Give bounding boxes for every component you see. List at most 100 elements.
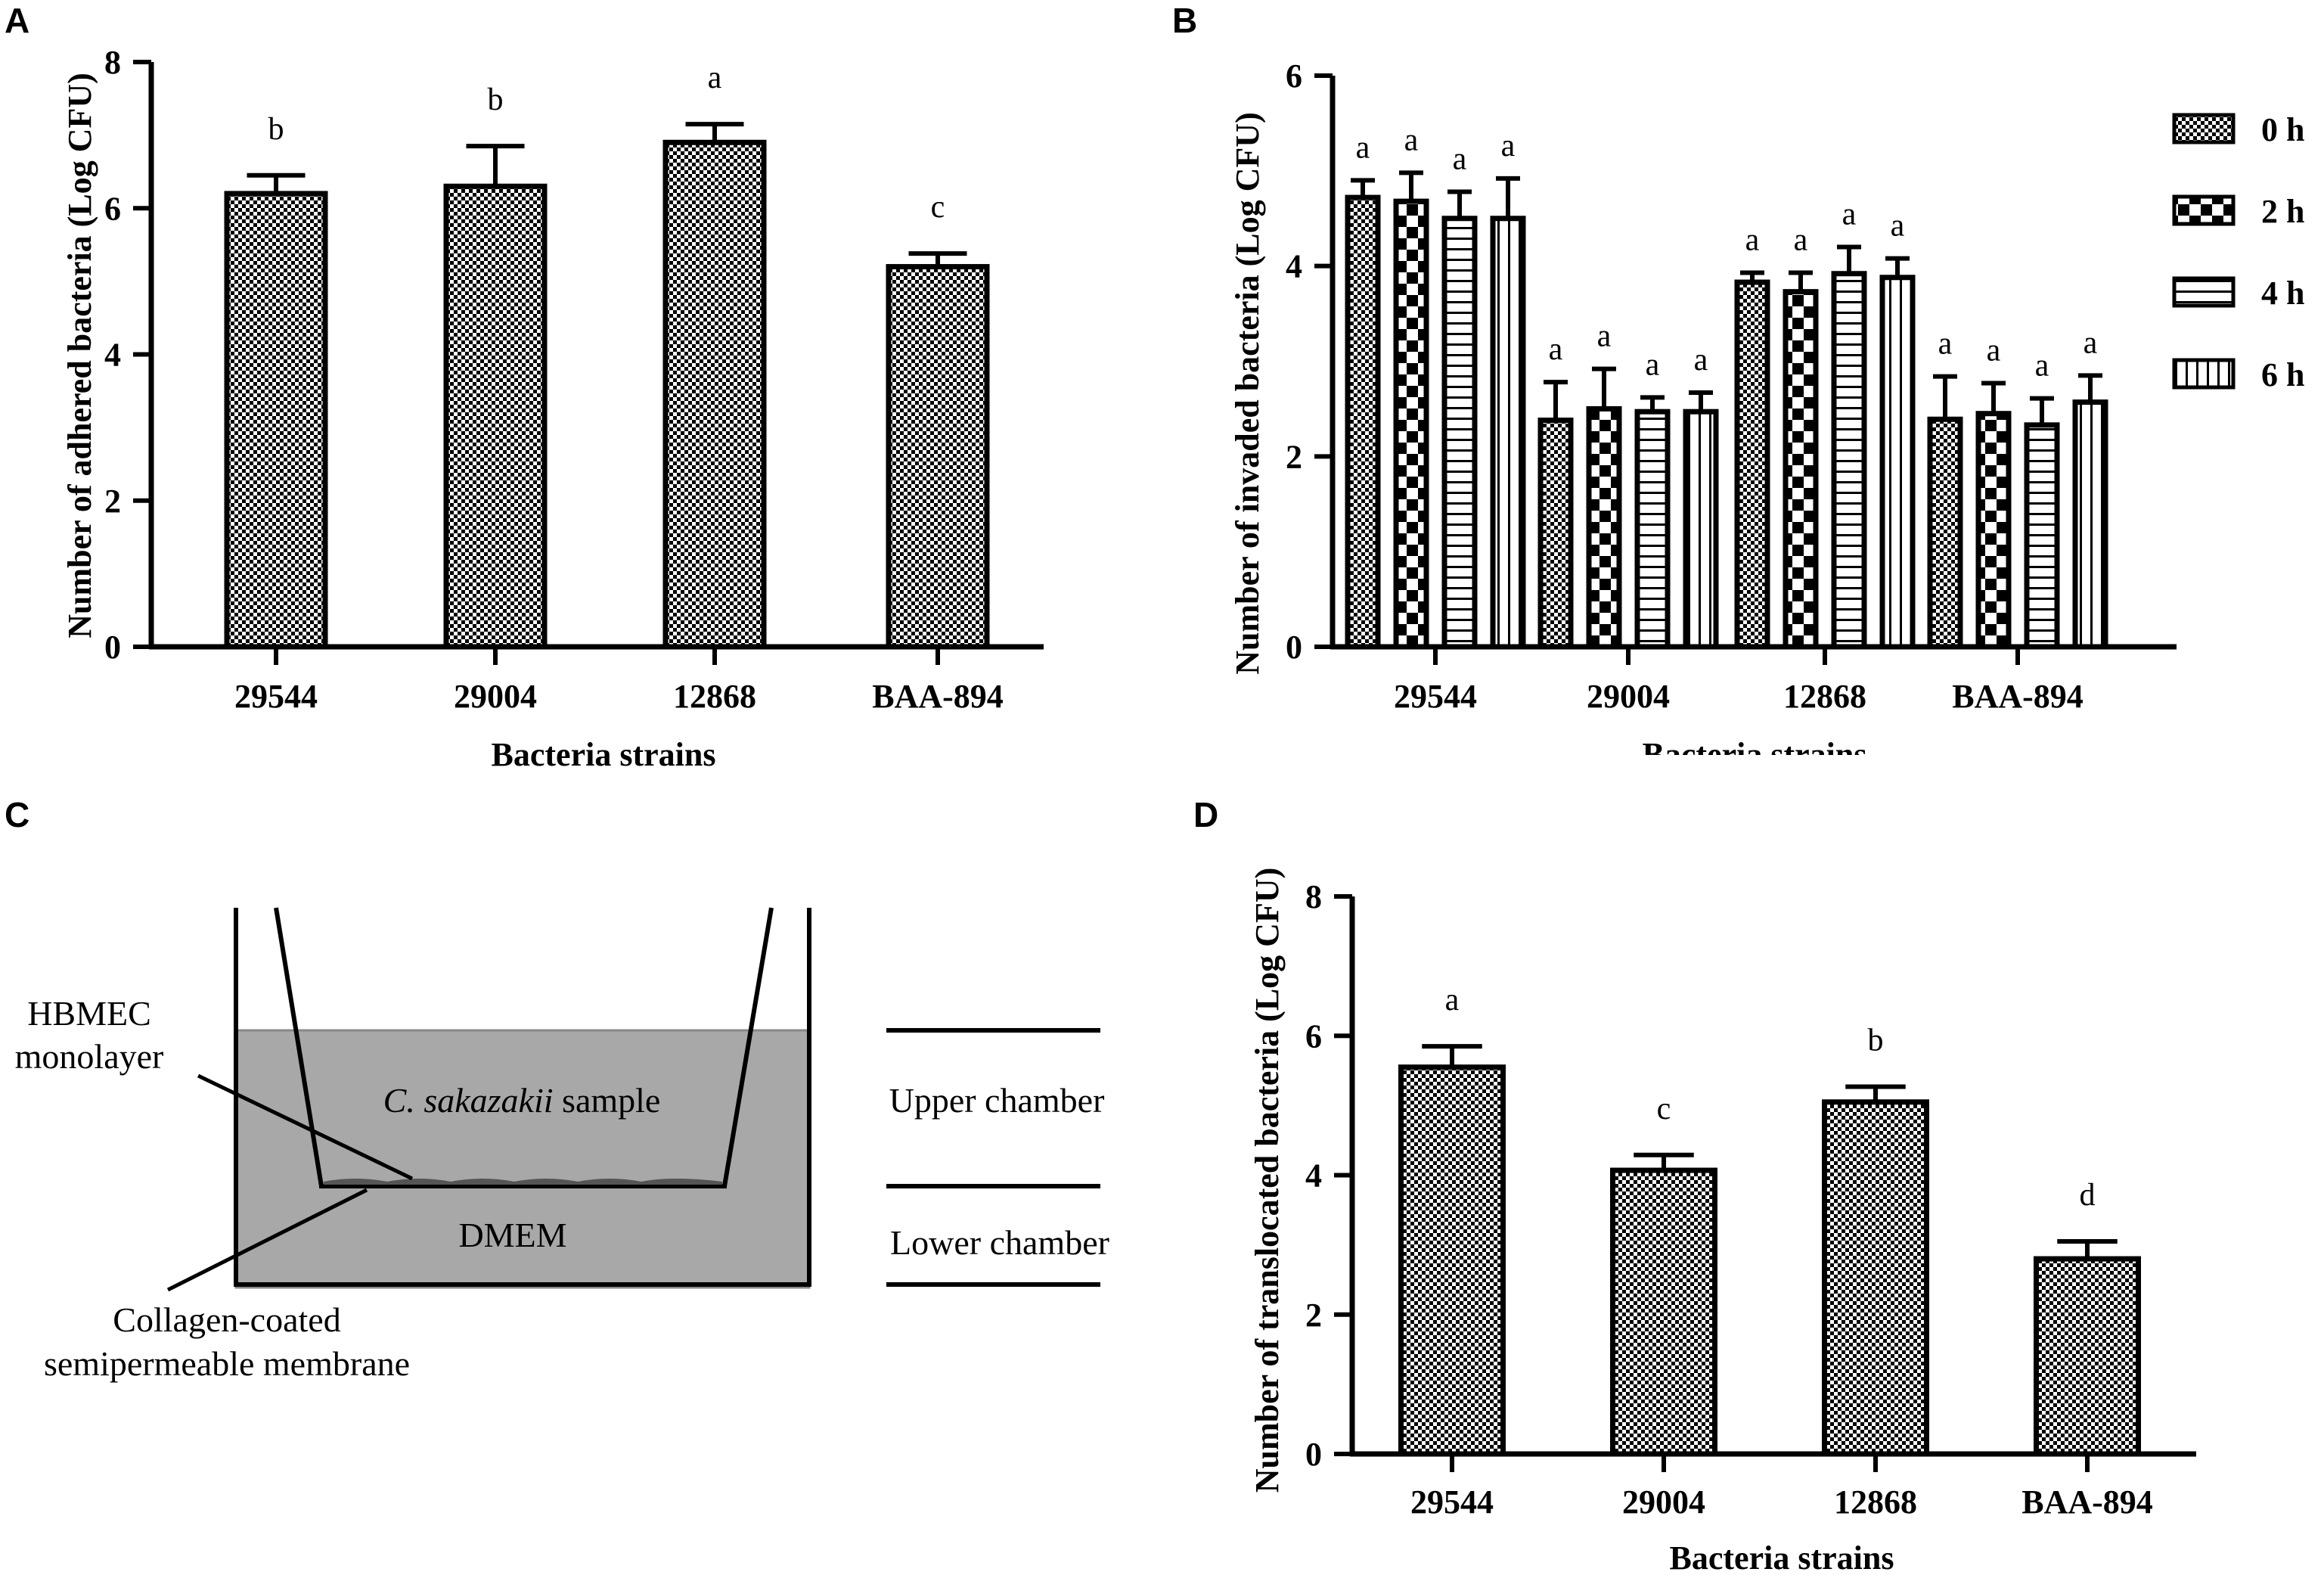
significance-letter: a bbox=[1987, 333, 2001, 368]
insert-right-wall bbox=[722, 907, 774, 1187]
x-category-label: 12868 bbox=[1834, 1483, 1917, 1521]
y-tick-label: 6 bbox=[1286, 57, 1302, 95]
bar bbox=[1822, 1099, 1929, 1457]
y-tick-label: 0 bbox=[1305, 1436, 1322, 1473]
significance-letter: c bbox=[931, 190, 945, 225]
bar bbox=[1345, 194, 1381, 650]
chart-d-y-title: Number of translocated bacteria (Log CFU… bbox=[1249, 868, 1286, 1493]
chart-b-title-clip bbox=[1550, 755, 1974, 785]
lower-chamber-label: Lower chamber bbox=[890, 1223, 1109, 1262]
significance-letter: a bbox=[1549, 332, 1563, 367]
chart-d-translocated: 0 2 4 6 8 29544 29004 12868 BAA-894 a c b d Number … bbox=[1249, 868, 2196, 1575]
bar bbox=[1927, 416, 1963, 650]
bar bbox=[1610, 1167, 1717, 1457]
medium-fill bbox=[234, 1029, 811, 1289]
bar bbox=[1879, 275, 1916, 650]
legend-swatch bbox=[2172, 194, 2236, 226]
bar bbox=[1537, 418, 1574, 650]
y-tick-label: 4 bbox=[1305, 1157, 1322, 1194]
bar bbox=[443, 183, 548, 650]
bar bbox=[224, 191, 328, 650]
significance-letter: a bbox=[1646, 347, 1660, 382]
x-category-label: 29004 bbox=[1587, 678, 1670, 715]
bar bbox=[886, 264, 990, 650]
significance-letter: a bbox=[1445, 983, 1460, 1017]
y-tick-label: 2 bbox=[1305, 1297, 1322, 1334]
bar bbox=[1975, 411, 2012, 650]
hbmec-pointer bbox=[197, 1073, 414, 1181]
y-tick-label: 2 bbox=[1286, 438, 1302, 475]
insert-left-wall bbox=[274, 907, 324, 1187]
significance-letter: a bbox=[1745, 222, 1760, 257]
significance-letter: a bbox=[1453, 142, 1467, 177]
significance-letter: a bbox=[1794, 222, 1808, 257]
hbmec-label-line1: HBMEC bbox=[27, 994, 151, 1033]
chart-a-adhered: 0 2 4 6 8 29544 29004 12868 BAA-894 b b a c Number … bbox=[61, 44, 1044, 773]
y-tick-label: 8 bbox=[1305, 878, 1322, 915]
bar bbox=[2072, 399, 2108, 650]
significance-letter: a bbox=[1938, 327, 1953, 362]
bar bbox=[662, 139, 767, 650]
significance-letter: a bbox=[2084, 325, 2098, 360]
y-tick-label: 8 bbox=[104, 44, 121, 81]
legend-label: 2 h bbox=[2261, 193, 2304, 230]
significance-letter: a bbox=[1404, 123, 1419, 157]
panel-label-a: A bbox=[5, 1, 30, 40]
significance-letter: b bbox=[1868, 1024, 1884, 1058]
significance-letter: a bbox=[1597, 319, 1612, 354]
y-tick-label: 4 bbox=[104, 337, 121, 374]
sample-label-rest: sample bbox=[554, 1081, 661, 1120]
significance-letter: a bbox=[2035, 349, 2049, 384]
significance-letter: a bbox=[1501, 129, 1516, 163]
bar bbox=[1393, 198, 1429, 650]
y-tick-label: 0 bbox=[1286, 629, 1302, 666]
panel-label-b: B bbox=[1172, 1, 1198, 40]
bar bbox=[2024, 422, 2060, 650]
hbmec-label-line2: monolayer bbox=[15, 1037, 164, 1076]
chart-a-x-title: Bacteria strains bbox=[492, 736, 716, 773]
panel-label-c: C bbox=[5, 795, 30, 834]
significance-letter: a bbox=[1356, 130, 1370, 165]
dmem-label: DMEM bbox=[458, 1216, 566, 1254]
chart-d-x-title: Bacteria strains bbox=[1670, 1539, 1894, 1575]
panel-label-d: D bbox=[1193, 795, 1219, 834]
bar bbox=[1783, 289, 1819, 650]
significance-letter: a bbox=[1842, 197, 1857, 232]
bar bbox=[1683, 409, 1719, 650]
upper-chamber-label: Upper chamber bbox=[889, 1081, 1105, 1120]
y-tick-label: 2 bbox=[104, 483, 121, 520]
legend-label: 4 h bbox=[2261, 275, 2304, 312]
y-tick-label: 4 bbox=[1286, 248, 1302, 285]
chart-b-y-title: Number of invaded bacteria (Log CFU) bbox=[1229, 112, 1266, 674]
sample-label: C. sakazakii sample bbox=[383, 1081, 661, 1120]
x-category-label: 29004 bbox=[1622, 1483, 1705, 1521]
bar bbox=[1586, 405, 1622, 650]
bar bbox=[1398, 1064, 1506, 1457]
y-tick-label: 6 bbox=[1305, 1017, 1322, 1055]
x-category-label: 29544 bbox=[234, 678, 318, 715]
chart-b-legend: 0 h 2 h 4 h 6 h bbox=[2172, 111, 2304, 393]
x-category-label: 12868 bbox=[1783, 678, 1866, 715]
y-tick-label: 6 bbox=[104, 190, 121, 227]
bar bbox=[1441, 216, 1478, 650]
x-category-label: 29544 bbox=[1410, 1483, 1494, 1521]
bar bbox=[2034, 1256, 2141, 1457]
legend-swatch bbox=[2172, 276, 2236, 308]
membrane-pointer bbox=[166, 1188, 368, 1292]
collagen-label-line1: Collagen-coated bbox=[113, 1300, 340, 1339]
significance-letter: a bbox=[1891, 209, 1905, 244]
chart-a-y-title: Number of adhered bacteria (Log CFU) bbox=[61, 73, 98, 638]
transwell-diagram: HBMEC monolayer C. sakazakii sample DMEM… bbox=[15, 907, 1109, 1383]
significance-letter: a bbox=[708, 61, 722, 95]
x-category-label: BAA-894 bbox=[1952, 678, 2084, 715]
significance-letter: a bbox=[1694, 343, 1708, 377]
bar bbox=[1634, 409, 1671, 650]
legend-swatch bbox=[2172, 358, 2236, 390]
x-category-label: BAA-894 bbox=[2021, 1483, 2153, 1521]
bar bbox=[1831, 271, 1867, 650]
y-tick-label: 0 bbox=[104, 629, 121, 666]
significance-letter: b bbox=[488, 82, 504, 117]
x-category-label: 29004 bbox=[454, 678, 537, 715]
